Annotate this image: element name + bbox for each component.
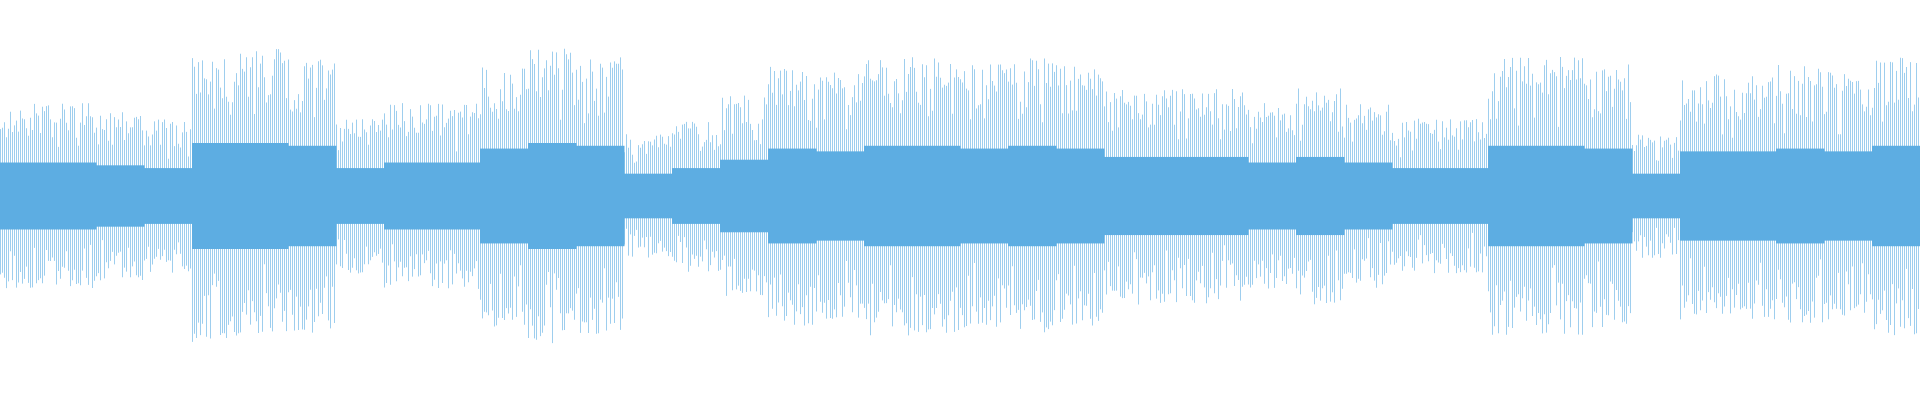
waveform-peaks [672, 121, 719, 272]
waveform-peaks [384, 103, 431, 288]
waveform-peaks [192, 58, 239, 342]
waveform-peaks [48, 103, 95, 288]
waveform-peaks [1056, 65, 1103, 326]
waveform-peaks [1248, 103, 1295, 289]
waveform-peaks [1440, 119, 1487, 274]
waveform-peaks [1776, 65, 1823, 323]
waveform-peaks [960, 64, 1007, 328]
waveform-peaks [1104, 90, 1151, 305]
waveform-peaks [1200, 89, 1247, 304]
waveform-peaks [1584, 64, 1631, 328]
waveform-peaks [768, 66, 815, 326]
waveform-peaks [480, 67, 527, 327]
waveform-peaks [624, 134, 671, 258]
waveform-peaks [1392, 118, 1439, 274]
waveform-peaks [1296, 88, 1343, 305]
waveform-peaks [1824, 72, 1871, 320]
waveform-peaks [432, 103, 479, 289]
waveform-peaks [576, 57, 623, 334]
waveform-peaks [1008, 58, 1055, 333]
waveform-peaks [528, 48, 575, 344]
waveform-peaks [144, 119, 191, 273]
waveform-peaks [1680, 74, 1727, 320]
waveform-peaks [1632, 134, 1679, 258]
waveform-peaks [1872, 57, 1919, 336]
waveform-peaks [336, 119, 383, 274]
waveform-peaks [1728, 76, 1775, 320]
waveform-peaks [864, 59, 911, 336]
waveform-peaks [1536, 57, 1583, 335]
waveform-peaks [240, 49, 287, 333]
waveform-peaks [96, 112, 143, 281]
waveform-peaks [912, 57, 959, 333]
waveform-peaks [720, 95, 767, 296]
waveform-peaks [288, 59, 335, 333]
waveform-peaks [1152, 89, 1199, 303]
waveform-peaks [0, 103, 47, 289]
waveform-peaks [1488, 57, 1535, 335]
waveform-peaks [816, 72, 863, 319]
waveform-peaks [1344, 104, 1391, 288]
